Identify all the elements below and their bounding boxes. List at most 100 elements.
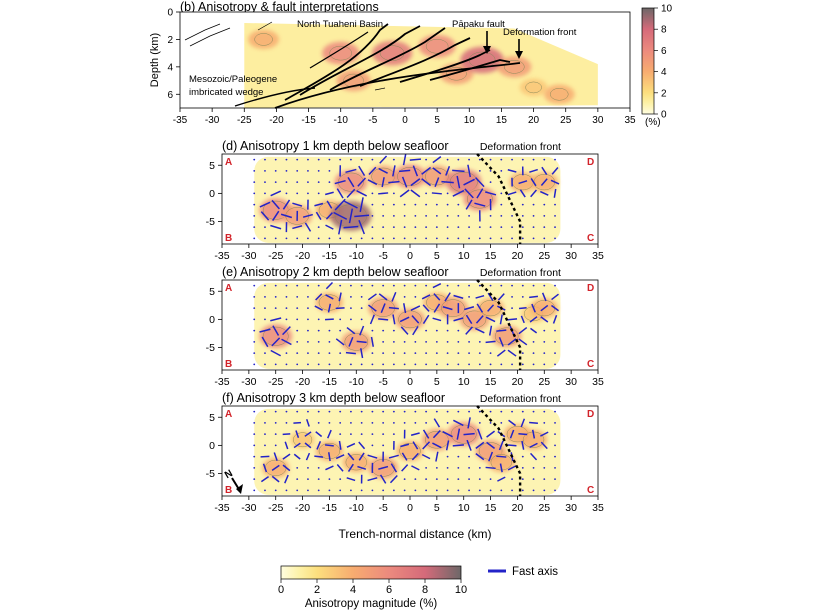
colorbar-horizontal-title: Anisotropy magnitude (%) [305,598,437,610]
grid-dot [414,284,417,287]
fast-axis-bar [271,475,280,483]
grid-dot [446,466,449,469]
fast-axis-bar [432,429,441,439]
grid-dot [446,340,449,343]
fast-axis-bar [401,176,408,188]
grid-dot [382,444,385,447]
fast-axis-bar [518,338,528,346]
fast-axis-bar [357,177,367,187]
grid-dot [382,329,385,332]
fast-axis-bar [360,348,364,359]
fast-axis-bar [314,202,324,207]
grid-dot [307,295,309,298]
grid-dot [554,284,556,287]
grid-dot [274,295,277,298]
panel-b-y-ticks: 0 2 4 6 [167,8,180,101]
grid-dot [425,214,428,217]
map-x-tick-label: 0 [407,502,413,514]
map-panels: (d) Anisotropy 1 km depth below seafloor… [206,139,604,514]
grid-dot [264,158,266,161]
fast-axis-bar [477,428,483,440]
map-panel-3: (f) Anisotropy 3 km depth below seafloor… [206,391,604,514]
grid-dot [253,318,256,321]
map-panel-title: (f) Anisotropy 3 km depth below seafloor [222,391,445,405]
grid-dot [446,421,449,424]
fast-axis-bar [389,474,398,484]
fault-shallow-2 [189,27,231,47]
grid-dot [511,226,513,229]
fast-axis-bar [518,326,528,335]
fast-axis-bar [367,304,377,312]
panel-b-ylabel: Depth (km) [149,33,161,87]
grid-dot [264,352,266,355]
fast-axis-bar [421,453,431,460]
map-y-tick-label: 0 [209,314,215,326]
fast-axis-bar [421,178,432,187]
map-x-tick-label: 10 [458,250,470,262]
fast-axis-bar [507,318,518,321]
hcbar-tick-label: 0 [278,584,284,596]
annotation-wedge-line2: imbricated wedge [189,87,263,98]
fast-axis-bar [411,465,420,471]
grid-dot [414,352,417,355]
grid-dot [478,489,481,492]
grid-dot [253,478,256,481]
grid-dot [457,203,460,206]
fast-axis-bar [486,441,496,449]
grid-dot [425,466,428,469]
grid-dot [446,237,449,240]
fast-axis-bar [388,454,399,459]
top-heat-blob [543,84,575,104]
map-x-tick-label: 25 [538,376,550,388]
grid-dot [403,214,406,217]
grid-dot [307,169,309,172]
fast-axis-bar [519,189,526,198]
fast-axis-bar [498,336,504,347]
grid-dot [500,421,503,424]
grid-dot [371,284,374,287]
grid-dot [521,466,524,469]
fault-thrust-4 [359,37,471,87]
grid-dot [253,489,256,492]
grid-dot [500,214,503,217]
grid-dot [403,226,406,229]
fast-axis-bar [378,293,388,301]
top-x-tick-label: 20 [528,115,540,126]
fast-axis-bar [551,304,560,312]
grid-dot [446,226,449,229]
grid-dot [554,340,556,343]
grid-dot [339,433,342,436]
grid-dot [328,237,331,240]
map-heat-blob [421,428,452,451]
panel-b-colorbar: 0 2 4 6 8 10 (%) [641,4,673,128]
grid-dot [360,489,363,492]
fast-axis-bar [507,338,517,346]
grid-dot [500,284,503,287]
fast-axis-bar [411,452,419,461]
map-heat-contour [345,454,367,471]
fast-axis-bar [293,442,301,449]
fast-axis-bar [488,325,493,336]
grid-dot [554,489,556,492]
grid-dot [554,455,556,458]
fast-axis-bar [369,314,375,325]
grid-dot [253,295,256,298]
grid-dot [532,203,535,206]
grid-dot [274,489,277,492]
hcbar-tick-label: 8 [422,584,428,596]
fast-axis-bar [356,340,367,344]
grid-dot [543,237,546,240]
grid-dot [543,340,546,343]
fast-axis-bar [345,351,356,355]
grid-dot [468,455,470,458]
grid-dot [554,363,556,366]
grid-dot [253,363,256,366]
grid-dot [532,214,535,217]
map-heat-blob [393,164,427,189]
grid-dot [511,237,513,240]
fast-axis-bar [453,317,464,322]
grid-dot [350,433,352,436]
grid-dot [478,158,481,161]
grid-dot [425,489,428,492]
fast-axis-bar [411,315,420,324]
